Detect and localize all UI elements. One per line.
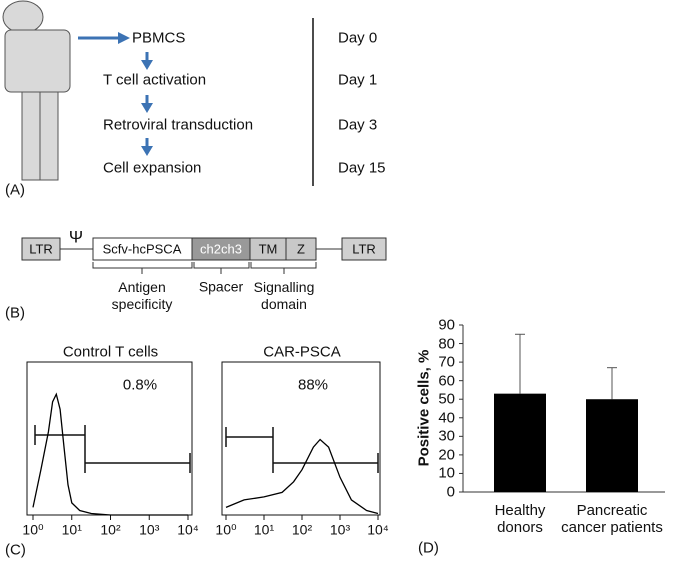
y-tick-label: 20 [438,446,455,464]
day-label: Day 15 [338,159,386,177]
segment-label: LTR [29,241,53,257]
day-label: Day 3 [338,116,378,134]
histogram-line [225,438,379,515]
x-tick-label: 10⁴ [367,521,389,538]
y-axis-label: Positive cells, % [415,349,433,467]
gate-percent: 88% [297,376,329,394]
plot-frame [221,361,381,516]
bar [494,393,546,492]
x-tick-label: 10² [291,521,313,538]
domain-label: Antigen specificity [111,279,173,312]
step-label: PBMCS [132,29,186,47]
x-tick-label: 10² [100,521,121,538]
y-tick-label: 70 [438,353,455,371]
domain-label: Signalling domain [253,279,315,312]
step-label: T cell activation [103,71,207,89]
bar [586,399,638,492]
y-tick-label: 30 [438,427,455,445]
person-body [4,29,71,93]
step-label: Retroviral transduction [103,116,254,134]
y-tick-label: 60 [438,372,455,390]
y-tick-label: 80 [438,335,455,353]
x-tick-label: Pancreatic cancer patients [561,502,663,536]
plot-title: CAR-PSCA [263,343,341,361]
day-label: Day 0 [338,29,378,47]
domain-label: Spacer [198,278,244,295]
plot-title: Control T cells [62,343,159,361]
person-head [2,0,44,34]
y-tick-label: 50 [438,390,455,408]
segment-label: TM [258,241,278,257]
panel-label: (D) [418,539,439,557]
segment-label: Z [297,241,305,257]
panel-label: (B) [5,304,25,322]
panel-label: (C) [5,541,26,559]
psi-label: Ψ [68,227,84,247]
construct [21,237,387,274]
step-label: Cell expansion [103,159,202,177]
gate-percent: 0.8% [122,376,158,394]
x-tick-label: 10¹ [61,521,82,538]
x-tick-label: 10⁰ [215,521,237,538]
segment-label: LTR [352,241,376,257]
x-tick-label: 10⁰ [22,521,44,538]
panel-label: (A) [5,181,25,199]
segment-label: Scfv-hcPSCA [102,241,182,257]
x-tick-label: 10³ [329,521,351,538]
segment-label: ch2ch3 [200,241,242,257]
gates [34,425,379,473]
x-tick-label: 10¹ [253,521,275,538]
y-tick-label: 90 [438,316,455,334]
day-label: Day 1 [338,71,378,89]
histogram-line [32,392,188,516]
x-tick-label: Healthy donors [494,502,546,536]
arrows [78,32,153,156]
y-tick-label: 40 [438,409,455,427]
y-tick-label: 10 [438,464,455,482]
plot-frame [26,361,193,516]
y-tick-label: 0 [446,483,455,501]
x-tick-label: 10³ [139,521,160,538]
x-tick-label: 10⁴ [177,521,199,538]
